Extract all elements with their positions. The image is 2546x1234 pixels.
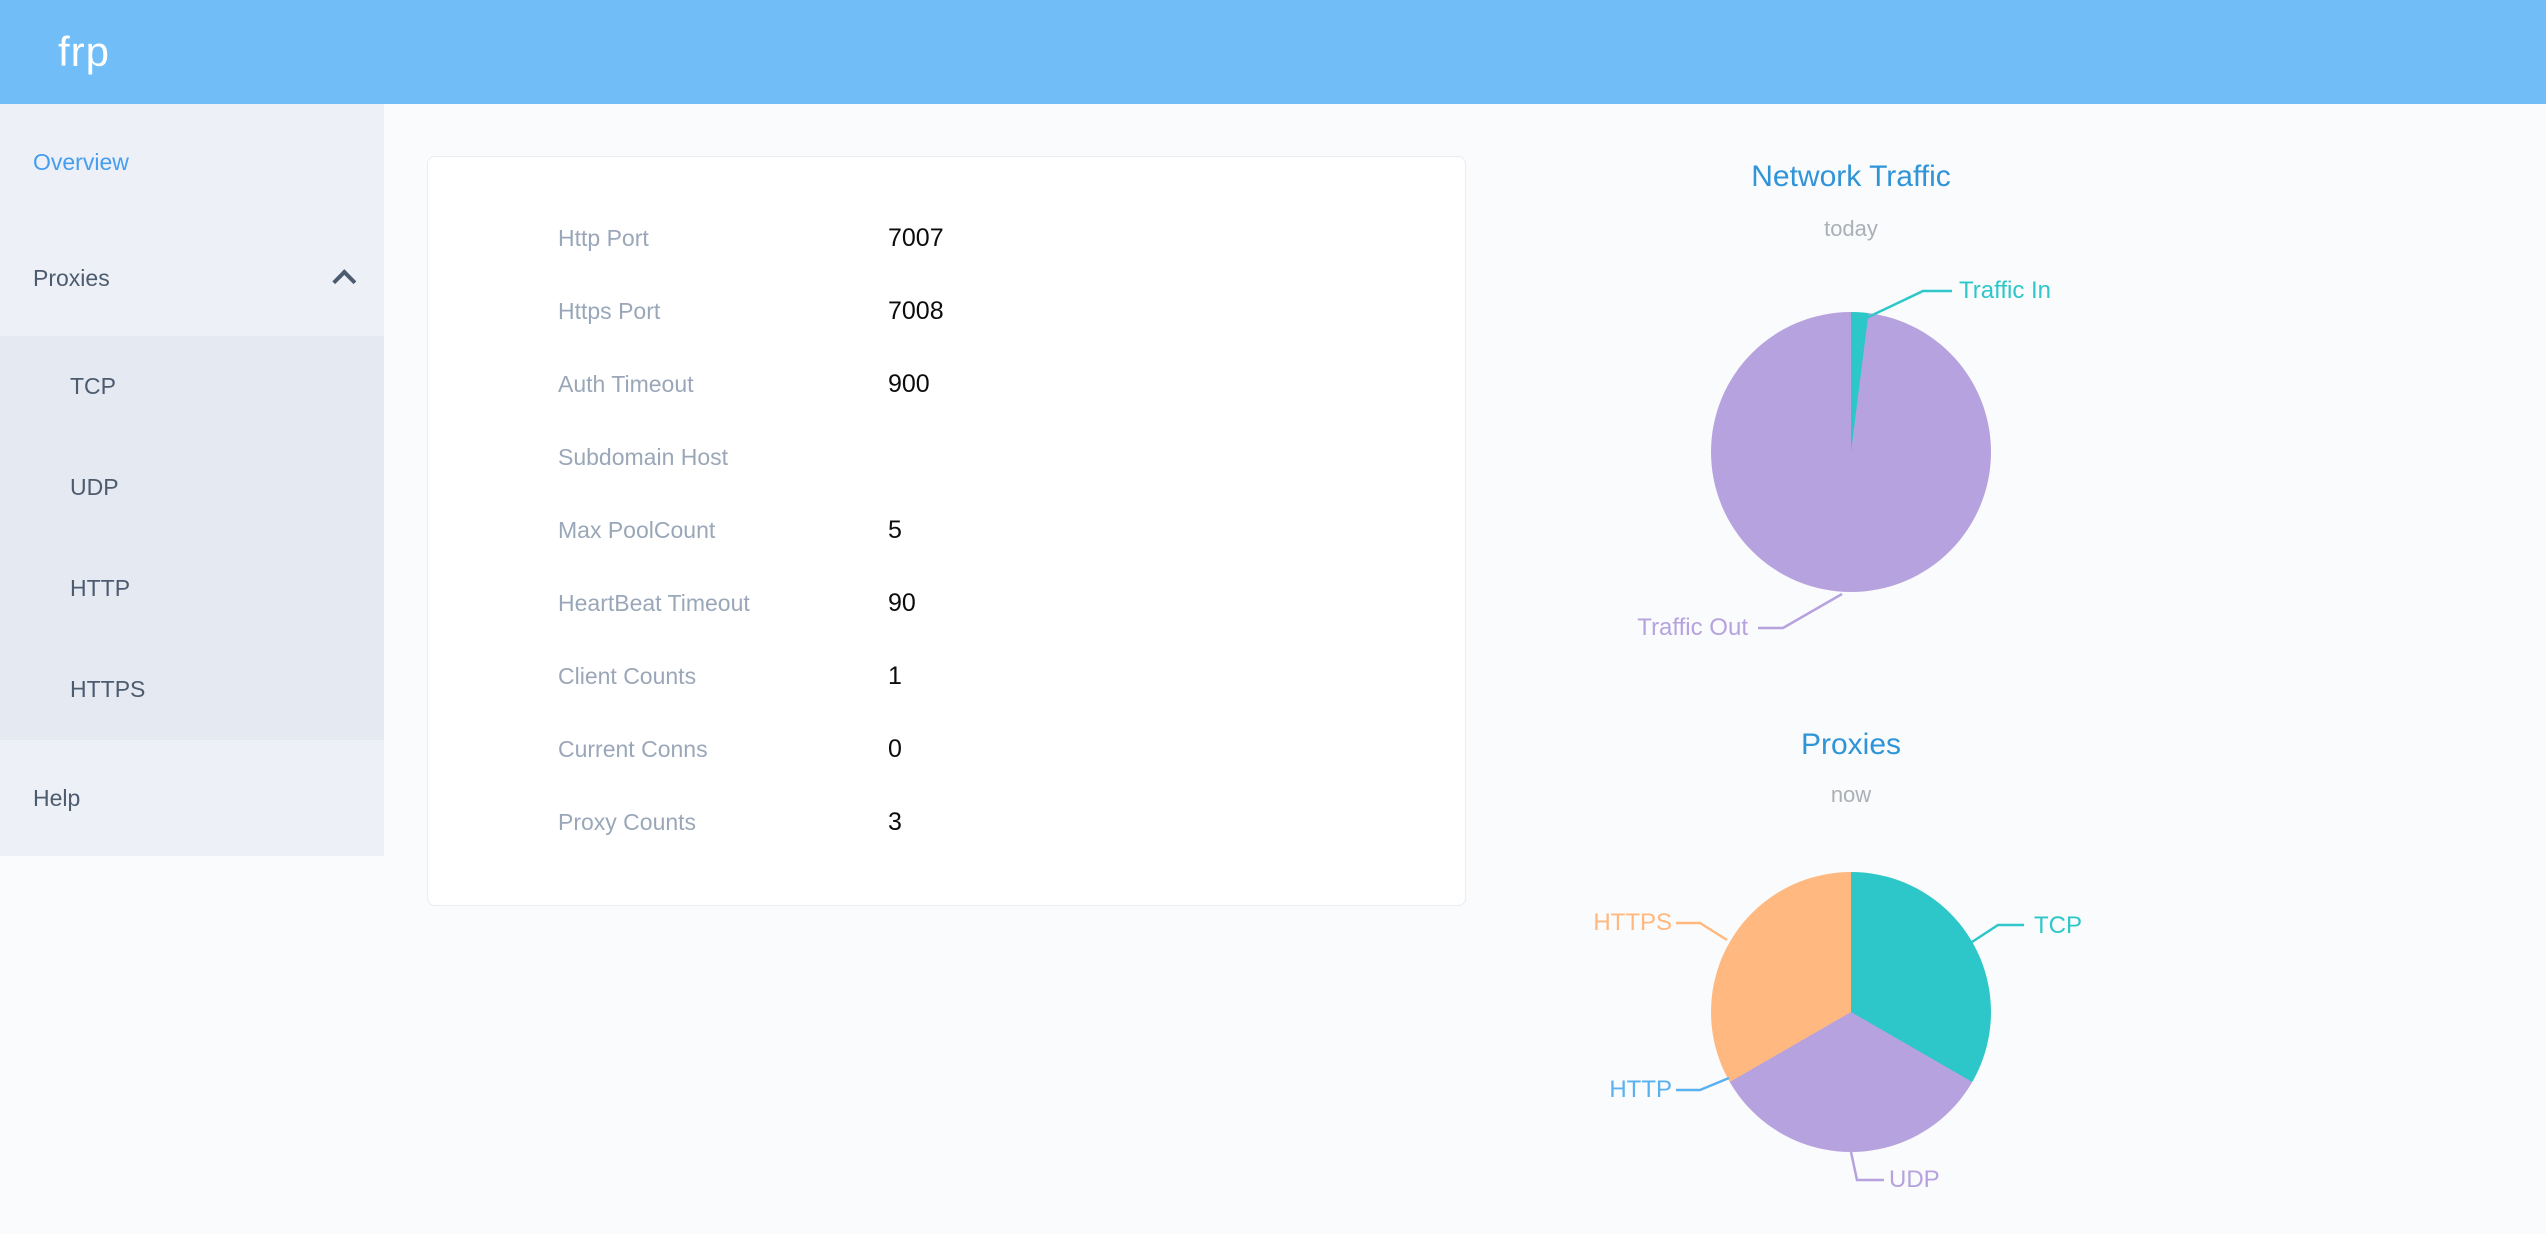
pie-label-udp: UDP <box>1889 1166 1940 1193</box>
config-label: Subdomain Host <box>558 444 729 470</box>
sidebar-item-label: Proxies <box>33 264 110 291</box>
config-value: 0 <box>888 735 902 763</box>
config-row-max-poolcount: Max PoolCount 5 <box>428 494 1465 567</box>
sidebar-item-http[interactable]: HTTP <box>0 538 384 639</box>
config-label: HeartBeat Timeout <box>558 590 750 616</box>
sidebar-item-label: HTTPS <box>70 676 146 702</box>
config-label: Current Conns <box>558 736 708 762</box>
pie-label-https: HTTPS <box>1593 909 1672 936</box>
sidebar: Overview Proxies TCP UDP HTTP HTTPS Help <box>0 104 384 856</box>
sidebar-item-tcp[interactable]: TCP <box>0 336 384 437</box>
network-traffic-pie[interactable] <box>1711 312 1991 592</box>
config-value: 3 <box>888 808 902 836</box>
pie-label-tcp: TCP <box>2034 912 2082 939</box>
config-value: 1 <box>888 662 902 690</box>
sidebar-item-label: HTTP <box>70 575 131 601</box>
server-config-card: Http Port 7007 Https Port 7008 Auth Time… <box>427 156 1466 906</box>
config-row-http-port: Http Port 7007 <box>428 202 1465 275</box>
config-label: Max PoolCount <box>558 517 716 543</box>
sidebar-item-label: Help <box>33 784 81 811</box>
config-label: Client Counts <box>558 663 697 689</box>
config-row-proxy-counts: Proxy Counts 3 <box>428 786 1465 859</box>
sidebar-item-label: UDP <box>70 474 119 500</box>
chevron-up-icon[interactable] <box>332 268 357 293</box>
config-row-client-counts: Client Counts 1 <box>428 640 1465 713</box>
network-traffic-title: Network Traffic <box>1751 160 1951 193</box>
pie-label-traffic-out: Traffic Out <box>1637 614 1748 641</box>
pie-label-traffic-in: Traffic In <box>1959 277 2052 304</box>
config-label: Proxy Counts <box>558 809 697 835</box>
config-value: 5 <box>888 516 902 544</box>
app-logo: frp <box>58 28 111 75</box>
config-value: 900 <box>888 370 930 398</box>
config-label: Auth Timeout <box>558 371 694 397</box>
config-row-heartbeat-timeout: HeartBeat Timeout 90 <box>428 567 1465 640</box>
pie-label-http: HTTP <box>1609 1076 1672 1103</box>
config-value: 7008 <box>888 297 944 325</box>
config-row-current-conns: Current Conns 0 <box>428 713 1465 786</box>
config-label: Https Port <box>558 298 661 324</box>
sidebar-item-proxies[interactable]: Proxies <box>0 220 384 336</box>
config-row-auth-timeout: Auth Timeout 900 <box>428 348 1465 421</box>
sidebar-item-https[interactable]: HTTPS <box>0 639 384 740</box>
sidebar-item-label: TCP <box>70 373 116 399</box>
proxies-chart-title: Proxies <box>1800 728 1902 761</box>
config-row-subdomain-host: Subdomain Host <box>428 421 1465 494</box>
proxies-pie[interactable] <box>1711 872 1991 1152</box>
config-value: 7007 <box>888 224 944 252</box>
sidebar-item-overview[interactable]: Overview <box>0 104 384 220</box>
config-value: 90 <box>888 589 916 617</box>
app-header: frp <box>0 0 2546 104</box>
sidebar-item-label: Overview <box>33 148 129 175</box>
sidebar-item-udp[interactable]: UDP <box>0 437 384 538</box>
network-traffic-subtitle: today <box>1824 216 1878 241</box>
proxies-chart-subtitle: now <box>1830 782 1872 807</box>
config-label: Http Port <box>558 225 649 251</box>
sidebar-item-help[interactable]: Help <box>0 740 384 856</box>
config-row-https-port: Https Port 7008 <box>428 275 1465 348</box>
proxies-submenu: TCP UDP HTTP HTTPS <box>0 336 384 740</box>
